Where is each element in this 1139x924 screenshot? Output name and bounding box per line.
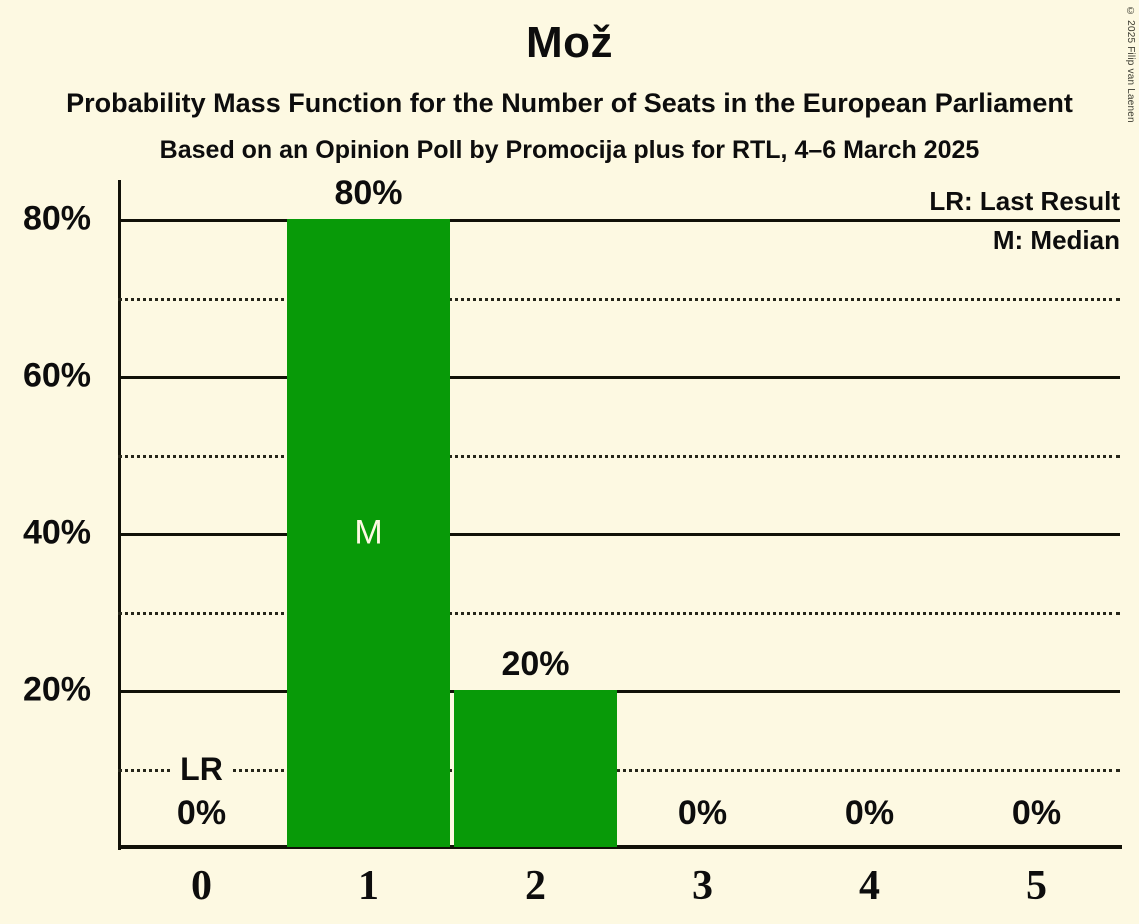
legend-last-result: LR: Last Result [929, 186, 1120, 216]
x-axis-tick-label: 2 [525, 863, 546, 909]
legend-median: M: Median [992, 225, 1120, 255]
chart-subtitle-secondary: Based on an Opinion Poll by Promocija pl… [159, 136, 980, 164]
plot-area: 20% 40% 60% 80% M 0% 80% 20% 0% 0% 0% LR [23, 174, 1120, 847]
x-axis-tick-label: 4 [859, 863, 880, 909]
bar: M [286, 219, 451, 847]
y-axis-line [118, 180, 121, 850]
y-axis-tick-label: 60% [22, 356, 91, 395]
x-axis-labels: 0 1 2 3 4 5 [118, 862, 1122, 918]
y-axis-tick-label: 40% [22, 513, 91, 552]
gridline-minor [118, 454, 1120, 458]
page-title: Mož [525, 18, 614, 67]
bar-value-label: 0% [176, 794, 227, 832]
x-axis-tick-label: 1 [358, 863, 379, 909]
bar-value-label: 0% [844, 794, 895, 832]
gridline-major [118, 219, 1120, 223]
last-result-marker: LR [172, 752, 231, 785]
x-axis-tick-label: 3 [692, 863, 713, 909]
gridline-minor [118, 768, 1120, 772]
x-axis-tick-label: 5 [1026, 863, 1047, 909]
copyright-notice: © 2025 Filip van Laenen [1125, 6, 1136, 123]
gridline-minor [118, 297, 1120, 301]
y-axis-tick-label: 20% [22, 670, 91, 709]
chart-subtitle-primary: Probability Mass Function for the Number… [66, 88, 1073, 118]
bar-value-label: 0% [1011, 794, 1062, 832]
bar-value-label: 20% [501, 645, 570, 684]
y-axis-tick-label: 80% [22, 199, 91, 238]
x-axis-tick-label: 0 [191, 863, 212, 909]
median-marker: M [354, 513, 383, 552]
gridline-major [118, 690, 1120, 694]
bar-value-label: 0% [677, 794, 728, 832]
bar [453, 690, 618, 847]
x-axis-line [118, 845, 1122, 849]
gridline-minor [118, 611, 1120, 615]
gridline-major [118, 376, 1120, 380]
bar-value-label: 80% [334, 174, 403, 213]
gridline-major [118, 533, 1120, 537]
